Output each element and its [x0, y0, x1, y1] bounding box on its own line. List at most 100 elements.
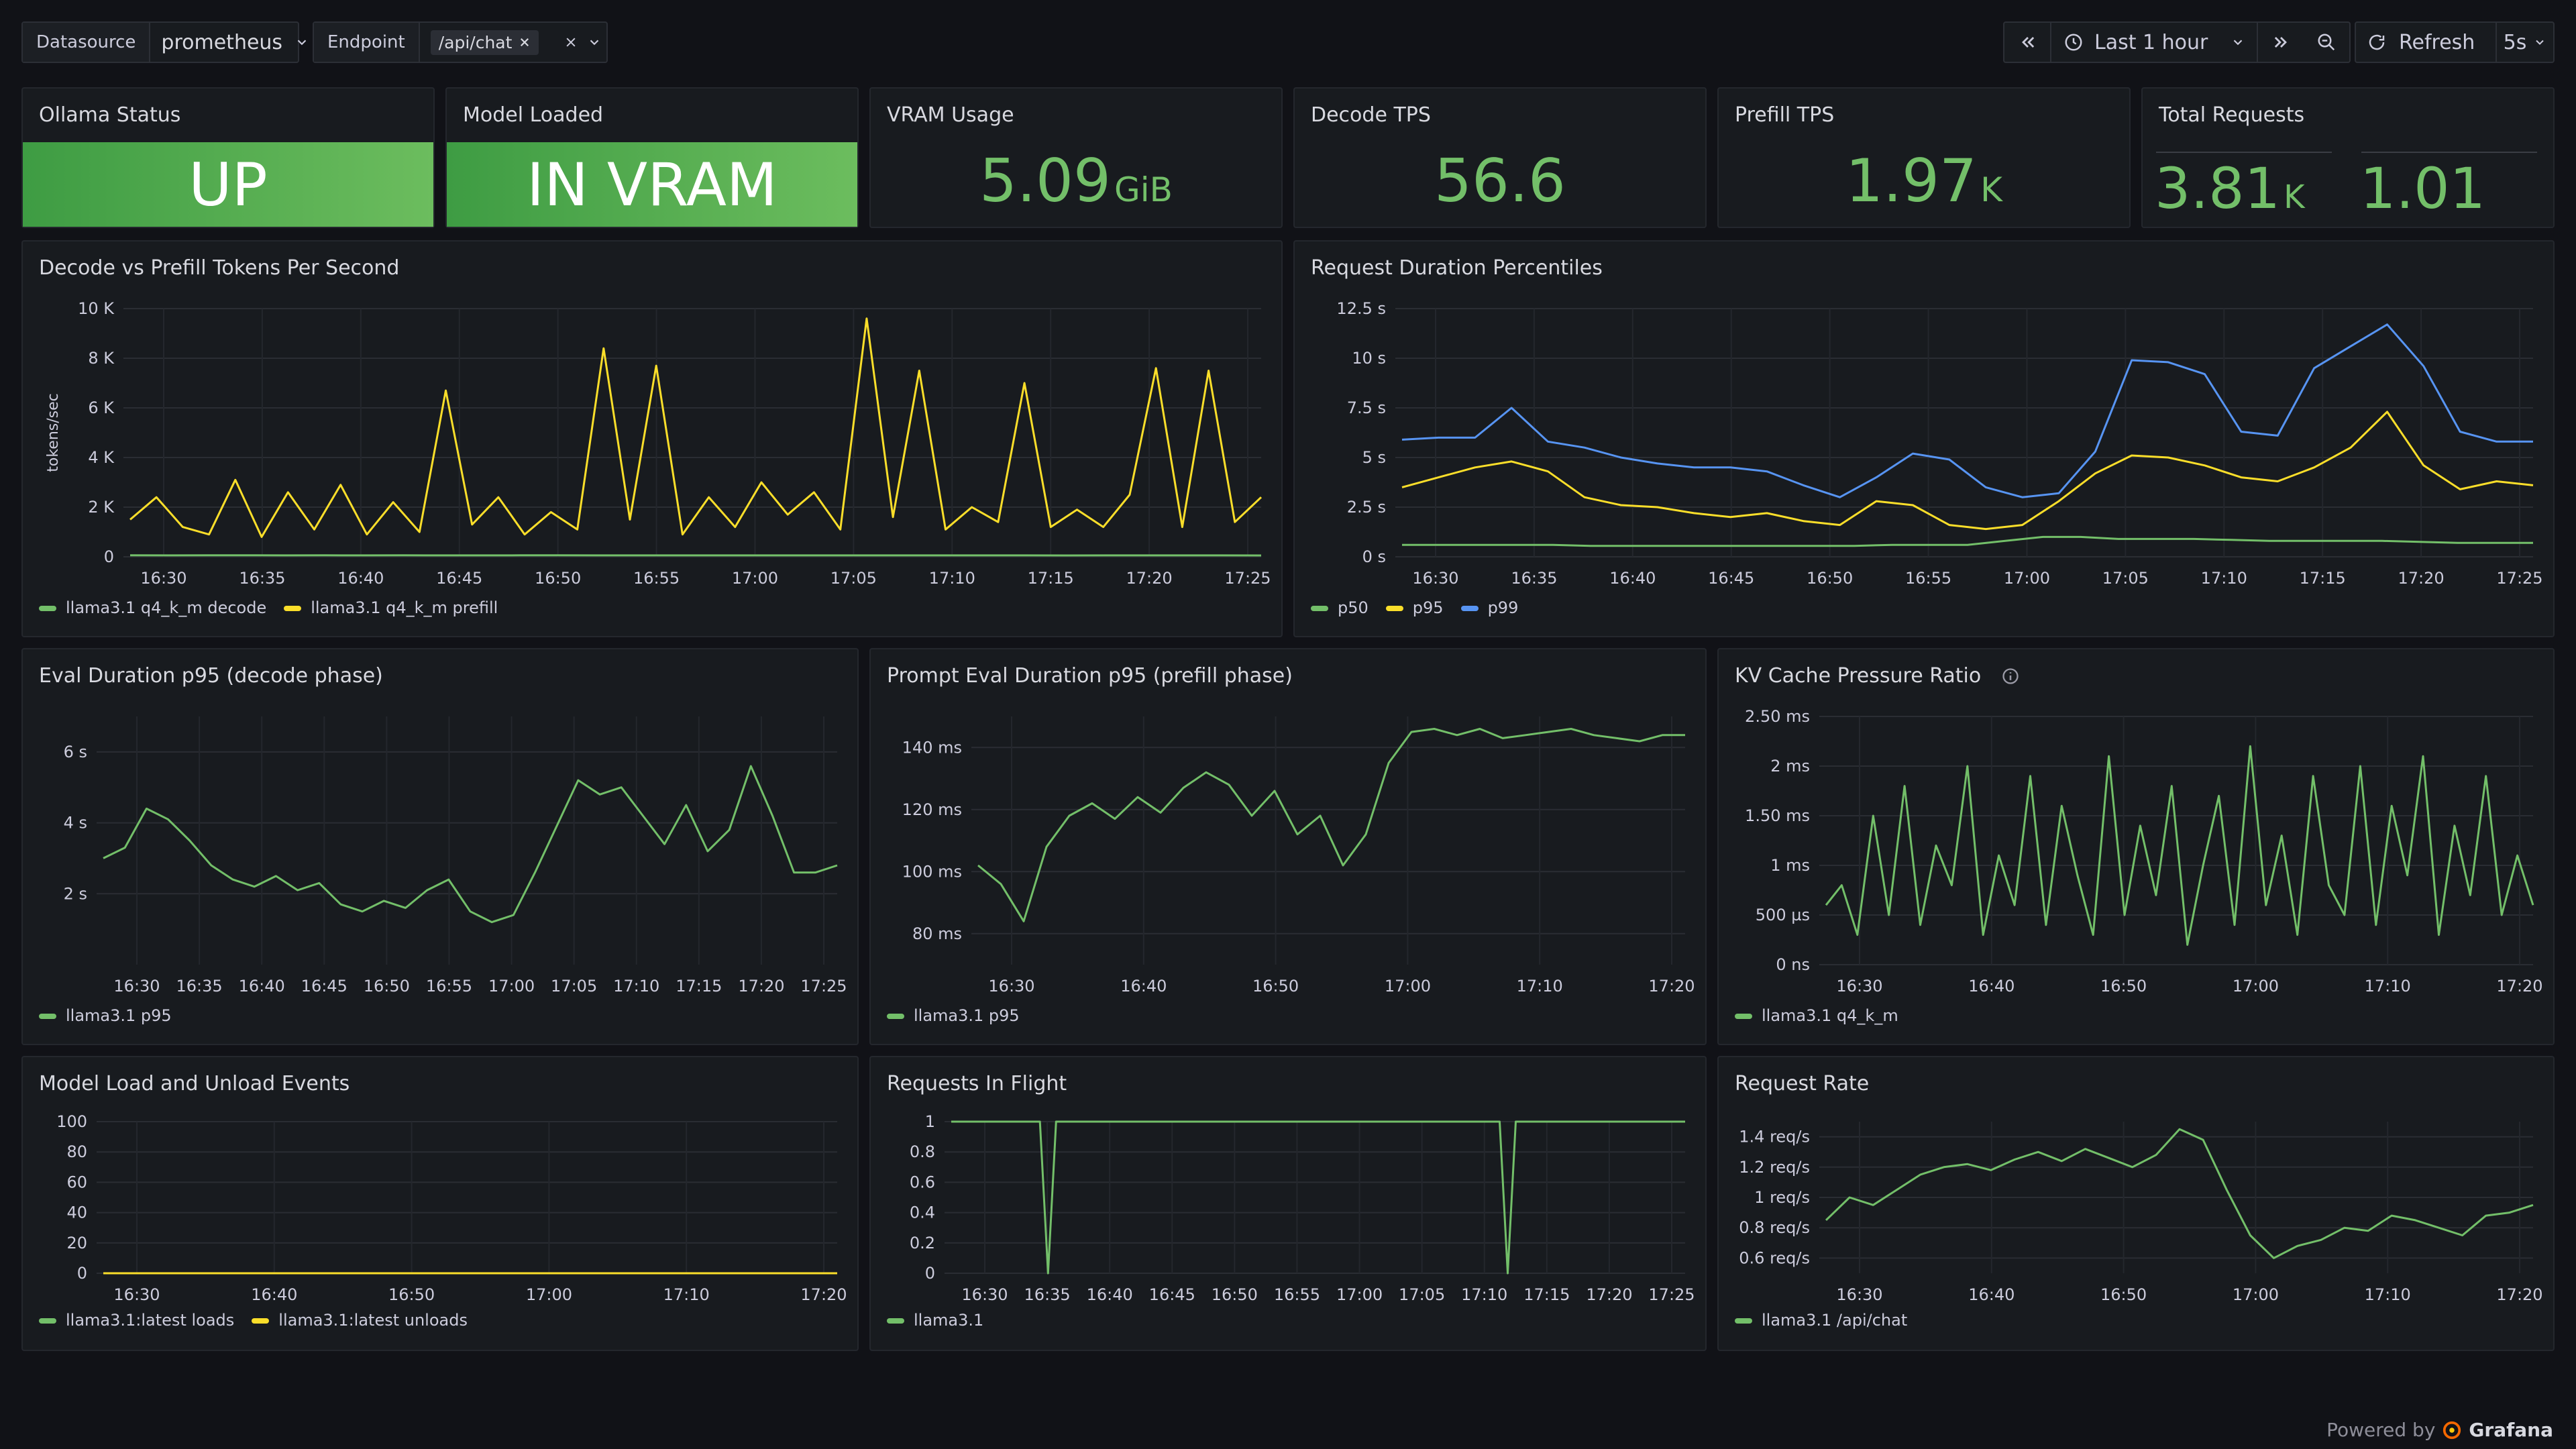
legend-label: llama3.1 p95: [66, 1006, 172, 1025]
x-tick-label: 17:05: [2102, 569, 2149, 588]
y-tick-label: 100 ms: [902, 862, 962, 881]
legend-item[interactable]: llama3.1 q4_k_m: [1735, 1006, 1898, 1025]
chevron-down-icon: [297, 40, 307, 46]
chevron-down-icon: [2536, 40, 2544, 45]
prefill-tps-panel: Prefill TPS 1.97 K: [1717, 87, 2131, 228]
footer: Powered by Grafana: [2326, 1419, 2553, 1441]
y-tick-label: 10 s: [1352, 349, 1386, 368]
legend-label: llama3.1 /api/chat: [1762, 1311, 1908, 1330]
legend-label: llama3.1:latest loads: [66, 1311, 235, 1330]
x-tick-label: 17:20: [800, 1285, 847, 1304]
series-line-p95[interactable]: [1401, 411, 2534, 531]
endpoint-chip[interactable]: /api/chat: [430, 30, 539, 55]
y-tick-label: 1 req/s: [1754, 1188, 1810, 1207]
close-icon[interactable]: [519, 36, 531, 48]
legend-label: p99: [1487, 598, 1519, 617]
legend-item[interactable]: llama3.1 p95: [887, 1006, 1020, 1025]
clear-icon[interactable]: [564, 36, 578, 49]
series-line-p50[interactable]: [1402, 535, 2533, 547]
zoom-out-button[interactable]: [2304, 21, 2351, 63]
x-tick-label: 16:55: [1905, 569, 1951, 588]
panel-title: Prompt Eval Duration p95 (prefill phase): [887, 664, 1293, 688]
panel-title: KV Cache Pressure Ratio: [1735, 664, 2020, 688]
legend-item[interactable]: llama3.1 /api/chat: [1735, 1311, 1907, 1330]
powered-by-label: Powered by: [2326, 1419, 2436, 1441]
panel-duration-percentiles: Request Duration Percentiles 0 s 2.5 s 5 s…: [1293, 240, 2555, 637]
vram-unit: GiB: [1114, 170, 1173, 209]
x-tick-label: 17:10: [1461, 1285, 1507, 1304]
panel-title: Decode TPS: [1311, 103, 1431, 127]
legend-label: p50: [1338, 598, 1368, 617]
panel-title: Prefill TPS: [1735, 103, 1835, 127]
x-tick-label: 17:20: [2496, 1285, 2542, 1304]
y-tick-label: 10 K: [78, 299, 115, 318]
series-line-llama3-1-q4-k-m[interactable]: [1825, 745, 2534, 946]
x-tick-label: 17:00: [2233, 977, 2279, 996]
y-tick-label: 60: [66, 1173, 87, 1191]
y-tick-label: 0.2: [910, 1234, 935, 1252]
y-tick-label: 0 s: [1362, 547, 1386, 566]
clock-icon: [2065, 34, 2082, 51]
panel-title: Request Duration Percentiles: [1311, 256, 1603, 280]
x-tick-label: 16:40: [337, 569, 384, 588]
legend: llama3.1 q4_k_m: [1735, 1006, 1898, 1025]
legend-item[interactable]: llama3.1 p95: [39, 1006, 172, 1025]
datasource-value: prometheus: [161, 30, 283, 54]
x-tick-label: 16:30: [1412, 569, 1458, 588]
y-tick-label: 80 ms: [912, 924, 962, 943]
x-tick-label: 16:40: [1968, 977, 2015, 996]
series-line-llama3-1-p95[interactable]: [977, 728, 1685, 922]
x-tick-label: 17:20: [1586, 1285, 1632, 1304]
panel-title-text: KV Cache Pressure Ratio: [1735, 664, 1982, 688]
x-tick-label: 16:50: [1807, 569, 1853, 588]
sparkline-strip: [2156, 152, 2332, 153]
prefill-tps-unit: K: [1980, 170, 2002, 209]
series-line-llama3-1-api-chat[interactable]: [1825, 1128, 2534, 1259]
total-requests-value: 3.81: [2155, 156, 2281, 221]
info-icon[interactable]: [2001, 667, 2020, 686]
legend-item[interactable]: p99: [1460, 598, 1519, 617]
prefill-tps-value: 1.97: [1845, 146, 1978, 215]
refresh-button[interactable]: Refresh: [2355, 21, 2497, 63]
x-tick-label: 16:50: [1252, 977, 1299, 996]
time-range-picker[interactable]: Last 1 hour: [2050, 21, 2258, 63]
grafana-logo-icon: [2443, 1421, 2461, 1439]
legend-item[interactable]: p95: [1385, 598, 1444, 617]
time-shift-back-button[interactable]: [2003, 21, 2051, 63]
series-line-llama3-1[interactable]: [951, 1120, 1685, 1275]
endpoint-selector[interactable]: Endpoint /api/chat: [313, 21, 608, 63]
refresh-interval-picker[interactable]: 5s: [2496, 21, 2555, 63]
chevron-down-icon: [590, 40, 599, 46]
panel-decode-prefill: Decode vs Prefill Tokens Per Second 0 2 K…: [21, 240, 1283, 637]
x-tick-label: 17:00: [732, 569, 778, 588]
y-tick-label: 120 ms: [902, 800, 962, 819]
y-tick-label: 2 K: [88, 498, 115, 517]
datasource-selector[interactable]: Datasource prometheus: [21, 21, 307, 63]
x-tick-label: 17:25: [1224, 569, 1271, 588]
panel-title: Model Loaded: [463, 103, 604, 127]
x-tick-label: 16:45: [1708, 569, 1754, 588]
endpoint-chip-label: /api/chat: [438, 32, 513, 52]
legend: llama3.1 p95: [887, 1006, 1020, 1025]
legend-item[interactable]: llama3.1:latest unloads: [252, 1311, 468, 1330]
double-chevron-left-icon: [2022, 37, 2035, 48]
x-tick-label: 17:05: [1399, 1285, 1445, 1304]
series-line-llama3-1-p95[interactable]: [103, 765, 838, 924]
x-tick-label: 16:35: [239, 569, 285, 588]
vram-stat: 5.09 GiB: [871, 146, 1281, 215]
legend-item[interactable]: llama3.1: [887, 1311, 983, 1330]
y-tick-label: 0.8 req/s: [1739, 1218, 1810, 1237]
time-shift-forward-button[interactable]: [2257, 21, 2305, 63]
prompt-eval-p95-chart: 80 ms 100 ms 120 ms 140 ms 16:30 16:40 16:50 17…: [902, 716, 1695, 996]
series-line-llama3-1-q4-k-m-prefill[interactable]: [129, 317, 1263, 538]
x-tick-label: 17:20: [1648, 977, 1695, 996]
series-line-p99[interactable]: [1401, 323, 2533, 498]
x-tick-label: 17:00: [1385, 977, 1431, 996]
legend-label: llama3.1 q4_k_m decode: [66, 598, 267, 617]
legend-item[interactable]: p50: [1311, 598, 1368, 617]
x-tick-label: 17:15: [2300, 569, 2346, 588]
legend-item[interactable]: llama3.1:latest loads: [39, 1311, 234, 1330]
legend-item[interactable]: llama3.1 q4_k_m decode: [39, 598, 266, 617]
x-tick-label: 16:45: [436, 569, 482, 588]
legend-item[interactable]: llama3.1 q4_k_m prefill: [284, 598, 498, 617]
